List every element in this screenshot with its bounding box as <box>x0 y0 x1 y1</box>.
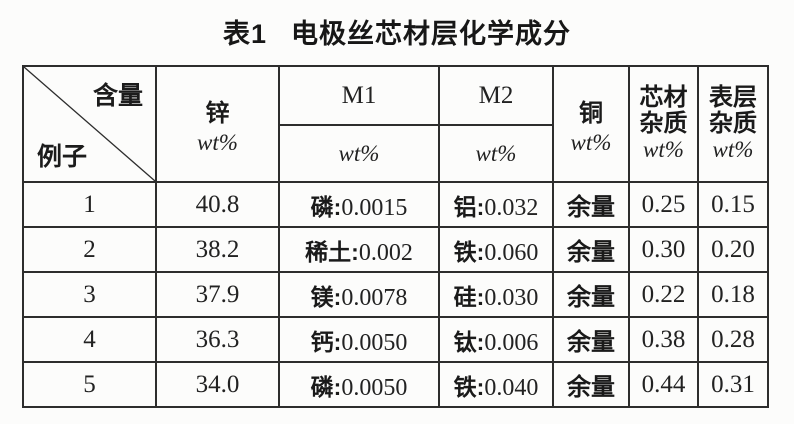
cell-m1-element: 钙: <box>310 328 342 355</box>
table-row-2: 2 38.2 稀土:0.002 铁:0.060 余量 0.30 0.20 <box>22 226 769 273</box>
header-surface-impurity-line1: 表层 <box>709 84 757 111</box>
corner-label-content: 含量 <box>92 82 143 110</box>
cell-m2-value: 0.032 <box>484 194 539 221</box>
cell-m2-element: 硅: <box>453 283 485 310</box>
cell-example: 4 <box>22 316 157 363</box>
cell-example: 2 <box>22 226 157 273</box>
cell-surface-impurity: 0.28 <box>697 316 769 363</box>
cell-m2-element: 铁: <box>453 238 485 265</box>
header-surface-impurity-unit: wt% <box>712 137 754 162</box>
header-surface-impurity: 表层 杂质 wt% <box>697 65 769 183</box>
table-title: 表1 电极丝芯材层化学成分 <box>0 12 794 51</box>
cell-m1: 钙:0.0050 <box>278 316 440 363</box>
corner-header-cell: 含量 例子 <box>22 65 157 183</box>
cell-m1-element: 磷: <box>310 373 342 400</box>
cell-m1-element: 稀土: <box>305 238 359 265</box>
cell-copper: 余量 <box>552 271 630 318</box>
header-core-impurity-line1: 芯材 <box>639 84 688 111</box>
header-copper: 铜 wt% <box>552 65 630 183</box>
cell-m2: 硅:0.030 <box>438 271 554 318</box>
cell-surface-impurity: 0.15 <box>697 181 769 228</box>
cell-m1-value: 0.0050 <box>341 329 408 356</box>
cell-zinc: 37.9 <box>155 271 280 318</box>
table-row-4: 4 36.3 钙:0.0050 钛:0.006 余量 0.38 0.28 <box>22 316 769 363</box>
cell-m2-value: 0.060 <box>484 239 539 266</box>
cell-m2: 铁:0.060 <box>438 226 554 273</box>
cell-m2-element: 铝: <box>453 193 485 220</box>
cell-m2-element: 钛: <box>453 328 485 355</box>
table-number: 表1 <box>222 19 268 49</box>
cell-example: 1 <box>22 181 157 228</box>
cell-copper: 余量 <box>552 181 630 228</box>
cell-m1-value: 0.0015 <box>341 194 408 221</box>
cell-m1: 稀土:0.002 <box>278 226 440 273</box>
cell-core-impurity: 0.44 <box>628 361 699 408</box>
cell-m1: 磷:0.0050 <box>278 361 440 408</box>
header-zinc-label: 锌 <box>205 99 230 127</box>
cell-m2-element: 铁: <box>453 373 485 400</box>
header-core-impurity-line2: 杂质 <box>639 110 688 137</box>
diagonal-divider <box>24 67 155 181</box>
cell-example: 5 <box>22 361 157 408</box>
cell-core-impurity: 0.22 <box>628 271 699 318</box>
composition-table: 含量 例子 锌 wt% M1 M2 铜 wt% 芯材 杂质 wt% 表层 杂质 … <box>22 65 769 408</box>
table-row-3: 3 37.9 镁:0.0078 硅:0.030 余量 0.22 0.18 <box>22 271 769 318</box>
header-m2: M2 <box>438 65 554 126</box>
table-row-1: 1 40.8 磷:0.0015 铝:0.032 余量 0.25 0.15 <box>22 181 769 228</box>
header-core-impurity: 芯材 杂质 wt% <box>628 65 699 183</box>
cell-m2: 钛:0.006 <box>438 316 554 363</box>
cell-m1: 镁:0.0078 <box>278 271 440 318</box>
header-copper-label: 铜 <box>579 99 603 127</box>
header-surface-impurity-line2: 杂质 <box>709 110 757 137</box>
cell-m2-value: 0.030 <box>484 284 539 311</box>
corner-label-example: 例子 <box>37 143 88 171</box>
cell-m2: 铁:0.040 <box>438 361 554 408</box>
cell-m1-value: 0.002 <box>358 239 413 266</box>
cell-core-impurity: 0.30 <box>628 226 699 273</box>
cell-copper: 余量 <box>552 361 630 408</box>
cell-zinc: 36.3 <box>155 316 280 363</box>
header-zinc: 锌 wt% <box>155 65 280 183</box>
cell-m1-value: 0.0050 <box>341 374 408 401</box>
table-title-text: 电极丝芯材层化学成分 <box>291 19 572 49</box>
cell-core-impurity: 0.25 <box>628 181 699 228</box>
cell-m1-value: 0.0078 <box>341 284 408 311</box>
cell-example: 3 <box>22 271 157 318</box>
header-row-units: wt% wt% <box>23 124 768 183</box>
header-m2-unit: wt% <box>438 124 554 183</box>
header-copper-unit: wt% <box>570 129 612 155</box>
cell-zinc: 34.0 <box>155 361 280 408</box>
cell-m1-element: 磷: <box>310 193 342 220</box>
cell-m2: 铝:0.032 <box>438 181 554 228</box>
header-zinc-unit: wt% <box>197 129 238 155</box>
cell-zinc: 40.8 <box>155 181 280 228</box>
cell-surface-impurity: 0.18 <box>697 271 769 318</box>
cell-core-impurity: 0.38 <box>628 316 699 363</box>
cell-surface-impurity: 0.31 <box>697 361 769 408</box>
cell-m2-value: 0.006 <box>484 329 539 356</box>
cell-zinc: 38.2 <box>155 226 280 273</box>
cell-m1-element: 镁: <box>310 283 342 310</box>
table-row-5: 5 34.0 磷:0.0050 铁:0.040 余量 0.44 0.31 <box>22 361 769 408</box>
header-m1-unit: wt% <box>278 124 440 183</box>
cell-m1: 磷:0.0015 <box>278 181 440 228</box>
header-m1: M1 <box>278 65 440 126</box>
cell-copper: 余量 <box>552 226 630 273</box>
cell-m2-value: 0.040 <box>484 374 539 401</box>
header-row-top: 含量 例子 锌 wt% M1 M2 铜 wt% 芯材 杂质 wt% 表层 杂质 … <box>22 65 769 183</box>
cell-surface-impurity: 0.20 <box>697 226 769 273</box>
cell-copper: 余量 <box>552 316 630 363</box>
header-core-impurity-unit: wt% <box>643 137 684 162</box>
